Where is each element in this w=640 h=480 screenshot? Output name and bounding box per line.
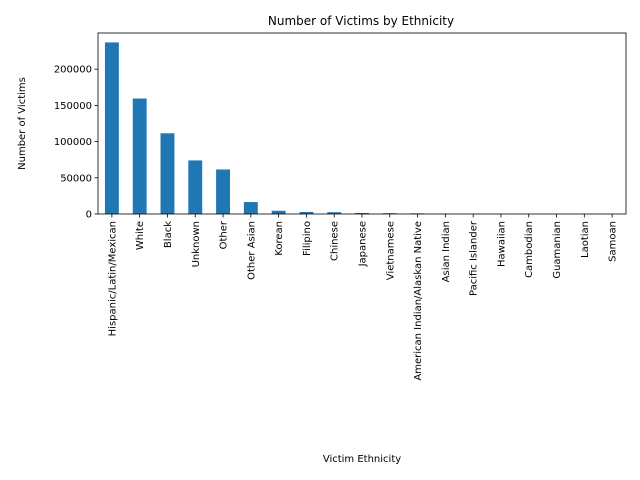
y-axis: 0 50000 100000 150000 200000 — [54, 65, 98, 221]
x-tick-label-17: Laotian — [580, 221, 591, 258]
bar-1 — [132, 98, 147, 214]
x-tick-label-0: Hispanic/Latin/Mexican — [107, 221, 118, 336]
chart-title: Number of Victims by Ethnicity — [268, 14, 454, 28]
x-tick-label-7: Filipino — [302, 221, 313, 256]
x-tick-label-5: Other Asian — [246, 221, 257, 280]
x-tick-label-14: Hawaiian — [496, 221, 507, 267]
x-tick-label-6: Korean — [274, 221, 285, 256]
y-axis-title: Number of Victims — [17, 77, 28, 170]
x-axis-title: Victim Ethnicity — [323, 454, 401, 465]
bar-0 — [104, 42, 119, 214]
bar-8 — [327, 212, 342, 214]
y-tick-label-0: 0 — [86, 210, 92, 221]
x-tick-label-13: Pacific Islander — [469, 220, 480, 296]
bar-4 — [216, 169, 230, 214]
bar-3 — [188, 160, 203, 214]
bar-7 — [299, 211, 314, 214]
bars-group — [104, 42, 620, 214]
x-tick-label-16: Guamanian — [552, 221, 563, 279]
y-tick-label-2: 100000 — [54, 137, 92, 148]
x-tick-label-12: Asian Indian — [441, 221, 452, 282]
plot-frame — [97, 32, 627, 215]
x-tick-label-2: Black — [163, 221, 174, 248]
bar-9 — [355, 212, 369, 214]
x-tick-label-9: Japanese — [358, 221, 369, 267]
x-tick-label-4: Other — [219, 220, 230, 249]
x-tick-label-11: American Indian/Alaskan Native — [413, 221, 424, 381]
x-axis: Hispanic/Latin/Mexican White Black Unknown O… — [107, 214, 619, 381]
y-tick-label-3: 150000 — [54, 101, 92, 112]
x-tick-label-8: Chinese — [330, 221, 341, 261]
bar-2 — [160, 133, 175, 214]
bar-6 — [271, 210, 286, 214]
x-tick-label-18: Samoan — [608, 221, 619, 262]
bar-5 — [243, 202, 258, 214]
x-tick-label-15: Cambodian — [524, 221, 535, 278]
x-tick-label-3: Unknown — [191, 221, 202, 267]
x-tick-label-1: White — [135, 221, 146, 250]
y-tick-label-4: 200000 — [54, 65, 92, 76]
x-tick-label-10: Vietnamese — [385, 221, 396, 280]
y-tick-label-1: 50000 — [60, 173, 92, 184]
